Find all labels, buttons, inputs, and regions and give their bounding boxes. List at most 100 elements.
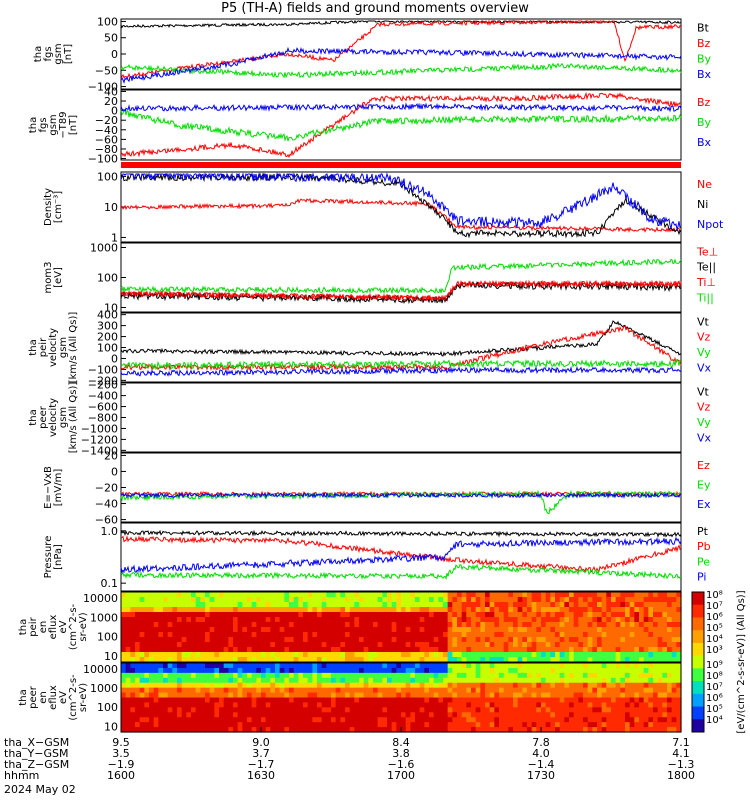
- spectrogram-cell: [592, 622, 598, 628]
- spectrogram-cell: [391, 682, 397, 689]
- spectrogram-cell: [424, 687, 430, 694]
- spectrogram-cell: [405, 663, 411, 669]
- spectrogram-cell: [125, 702, 131, 708]
- spectrogram-cell: [569, 602, 575, 608]
- spectrogram-cell: [550, 707, 556, 713]
- spectrogram-cell: [144, 652, 150, 658]
- spectrogram-cell: [527, 682, 533, 689]
- spectrogram-cell: [447, 632, 453, 638]
- spectrogram-cell: [172, 607, 178, 613]
- spectrogram-cell: [587, 722, 593, 728]
- spectrogram-cell: [606, 632, 612, 638]
- spectrogram-cell: [559, 667, 565, 674]
- spectrogram-cell: [396, 607, 402, 613]
- spectrogram-cell: [396, 677, 402, 684]
- spectrogram-cell: [499, 647, 505, 653]
- spectrogram-cell: [489, 592, 495, 598]
- spectrogram-cell: [587, 607, 593, 613]
- spectrogram-cell: [499, 722, 505, 728]
- x-row-value: 1600: [107, 769, 135, 782]
- spectrogram-cell: [279, 677, 285, 684]
- spectrogram-cell: [270, 612, 276, 618]
- spectrogram-cell: [517, 617, 523, 623]
- legend-Ti⊥: Ti⊥: [696, 276, 716, 289]
- spectrogram-cell: [177, 672, 183, 679]
- spectrogram-cell: [391, 657, 397, 663]
- spectrogram-cell: [531, 672, 537, 679]
- spectrogram-cell: [438, 642, 444, 648]
- spectrogram-cell: [228, 702, 234, 708]
- spectrogram-cell: [247, 612, 253, 618]
- spectrogram-cell: [121, 702, 127, 708]
- spectrogram-cell: [657, 722, 663, 728]
- spectrogram-cell: [643, 672, 649, 679]
- x-row-name: hhmm: [4, 769, 39, 782]
- spectrogram-cell: [270, 682, 276, 689]
- spectrogram-cell: [485, 632, 491, 638]
- spectrogram-cell: [461, 697, 467, 704]
- spectrogram-cell: [242, 592, 248, 598]
- spectrogram-cell: [545, 602, 551, 608]
- spectrogram-cell: [186, 712, 192, 718]
- spectrogram-cell: [293, 657, 299, 663]
- spectrogram-cell: [662, 717, 668, 723]
- spectrogram-cell: [433, 712, 439, 718]
- spectrogram-cell: [153, 677, 159, 684]
- spectrogram-cell: [261, 672, 267, 679]
- spectrogram-cell: [153, 627, 159, 633]
- spectrogram-cell: [298, 637, 304, 643]
- spectrogram-cell: [391, 602, 397, 608]
- spectrogram-cell: [242, 627, 248, 633]
- spectrogram-cell: [410, 707, 416, 713]
- spectrogram-cell: [615, 707, 621, 713]
- spectrogram-cell: [172, 622, 178, 628]
- spectrogram-cell: [303, 652, 309, 658]
- spectrogram-cell: [209, 707, 215, 713]
- spectrogram-cell: [625, 647, 631, 653]
- spectrogram-cell: [200, 697, 206, 704]
- spectrogram-cell: [181, 612, 187, 618]
- spectrogram-cell: [317, 677, 323, 684]
- spectrogram-cell: [499, 627, 505, 633]
- spectrogram-cell: [354, 657, 360, 663]
- separator-band: [121, 162, 681, 168]
- spectrogram-cell: [275, 607, 281, 613]
- spectrogram-cell: [410, 602, 416, 608]
- spectrogram-cell: [438, 702, 444, 708]
- spectrogram-cell: [517, 717, 523, 723]
- spectrogram-cell: [139, 607, 145, 613]
- y-axis-label-line: sr-eV): [78, 612, 89, 641]
- spectrogram-cell: [195, 717, 201, 723]
- spectrogram-cell: [513, 663, 519, 669]
- spectrogram-cell: [447, 712, 453, 718]
- spectrogram-cell: [471, 607, 477, 613]
- spectrogram-cell: [251, 692, 257, 699]
- spectrogram-cell: [233, 717, 239, 723]
- spectrogram-cell: [508, 647, 514, 653]
- spectrogram-cell: [606, 622, 612, 628]
- spectrogram-cell: [648, 687, 654, 694]
- spectrogram-cell: [559, 692, 565, 699]
- spectrogram-cell: [391, 652, 397, 658]
- spectrogram-cell: [461, 722, 467, 728]
- spectrogram-cell: [471, 697, 477, 704]
- spectrogram-cell: [121, 687, 127, 694]
- spectrogram-cell: [555, 652, 561, 658]
- spectrogram-cell: [466, 687, 472, 694]
- spectrogram-cell: [671, 682, 677, 689]
- spectrogram-cell: [237, 592, 243, 598]
- spectrogram-cell: [340, 677, 346, 684]
- spectrogram-cell: [634, 663, 640, 669]
- spectrogram-cell: [466, 717, 472, 723]
- spectrogram-cell: [135, 592, 141, 598]
- spectrogram-cell: [359, 692, 365, 699]
- spectrogram-cell: [219, 642, 225, 648]
- spectrogram-cell: [587, 697, 593, 704]
- spectrogram-cell: [251, 687, 257, 694]
- spectrogram-cell: [648, 663, 654, 669]
- spectrogram-cell: [643, 677, 649, 684]
- spectrogram-cell: [461, 687, 467, 694]
- spectrogram-cell: [667, 697, 673, 704]
- spectrogram-cell: [359, 622, 365, 628]
- spectrogram-cell: [597, 622, 603, 628]
